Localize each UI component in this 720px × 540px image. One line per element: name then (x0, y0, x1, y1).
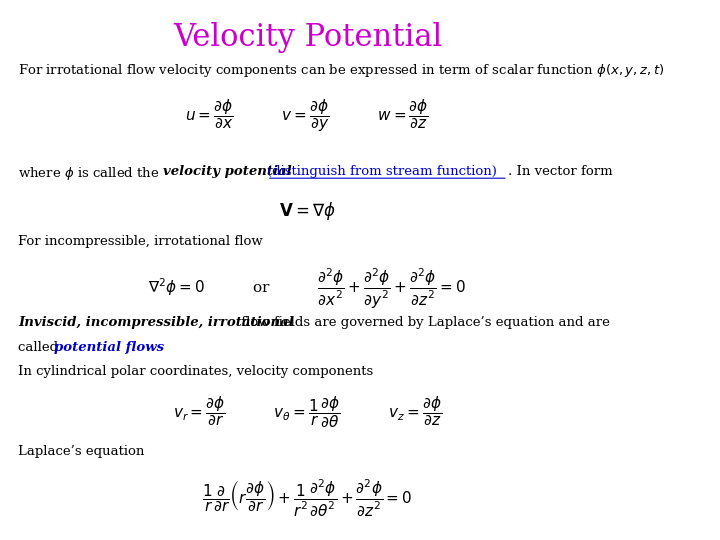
Text: potential flows: potential flows (54, 341, 164, 354)
Text: . In vector form: . In vector form (508, 165, 613, 178)
Text: $u = \dfrac{\partial\phi}{\partial x}$          $v = \dfrac{\partial\phi}{\parti: $u = \dfrac{\partial\phi}{\partial x}$ $… (186, 97, 429, 134)
Text: called: called (19, 341, 63, 354)
Text: For incompressible, irrotational flow: For incompressible, irrotational flow (19, 235, 264, 248)
Text: $\nabla^2\phi = 0$          or          $\dfrac{\partial^2\phi}{\partial x^2}+\d: $\nabla^2\phi = 0$ or $\dfrac{\partial^2… (148, 267, 467, 312)
Text: where $\mathit{\phi}$ is called the: where $\mathit{\phi}$ is called the (19, 165, 161, 181)
Text: (distinguish from stream function): (distinguish from stream function) (267, 165, 497, 178)
Text: In cylindrical polar coordinates, velocity components: In cylindrical polar coordinates, veloci… (19, 364, 374, 377)
Text: $v_r = \dfrac{\partial\phi}{\partial r}$          $v_\theta = \dfrac{1}{r}\dfrac: $v_r = \dfrac{\partial\phi}{\partial r}$… (173, 394, 442, 430)
Text: Inviscid, incompressible, irrotational: Inviscid, incompressible, irrotational (19, 316, 294, 329)
Text: Velocity Potential: Velocity Potential (173, 22, 442, 52)
Text: For irrotational flow velocity components can be expressed in term of scalar fun: For irrotational flow velocity component… (19, 62, 665, 79)
Text: $\mathbf{V} = \nabla\phi$: $\mathbf{V} = \nabla\phi$ (279, 200, 336, 222)
Text: $\dfrac{1}{r}\dfrac{\partial}{\partial r}\left(r\dfrac{\partial\phi}{\partial r}: $\dfrac{1}{r}\dfrac{\partial}{\partial r… (202, 478, 413, 519)
Text: Laplace’s equation: Laplace’s equation (19, 446, 145, 458)
Text: flow fields are governed by Laplace’s equation and are: flow fields are governed by Laplace’s eq… (237, 316, 610, 329)
Text: velocity potential: velocity potential (163, 165, 292, 178)
